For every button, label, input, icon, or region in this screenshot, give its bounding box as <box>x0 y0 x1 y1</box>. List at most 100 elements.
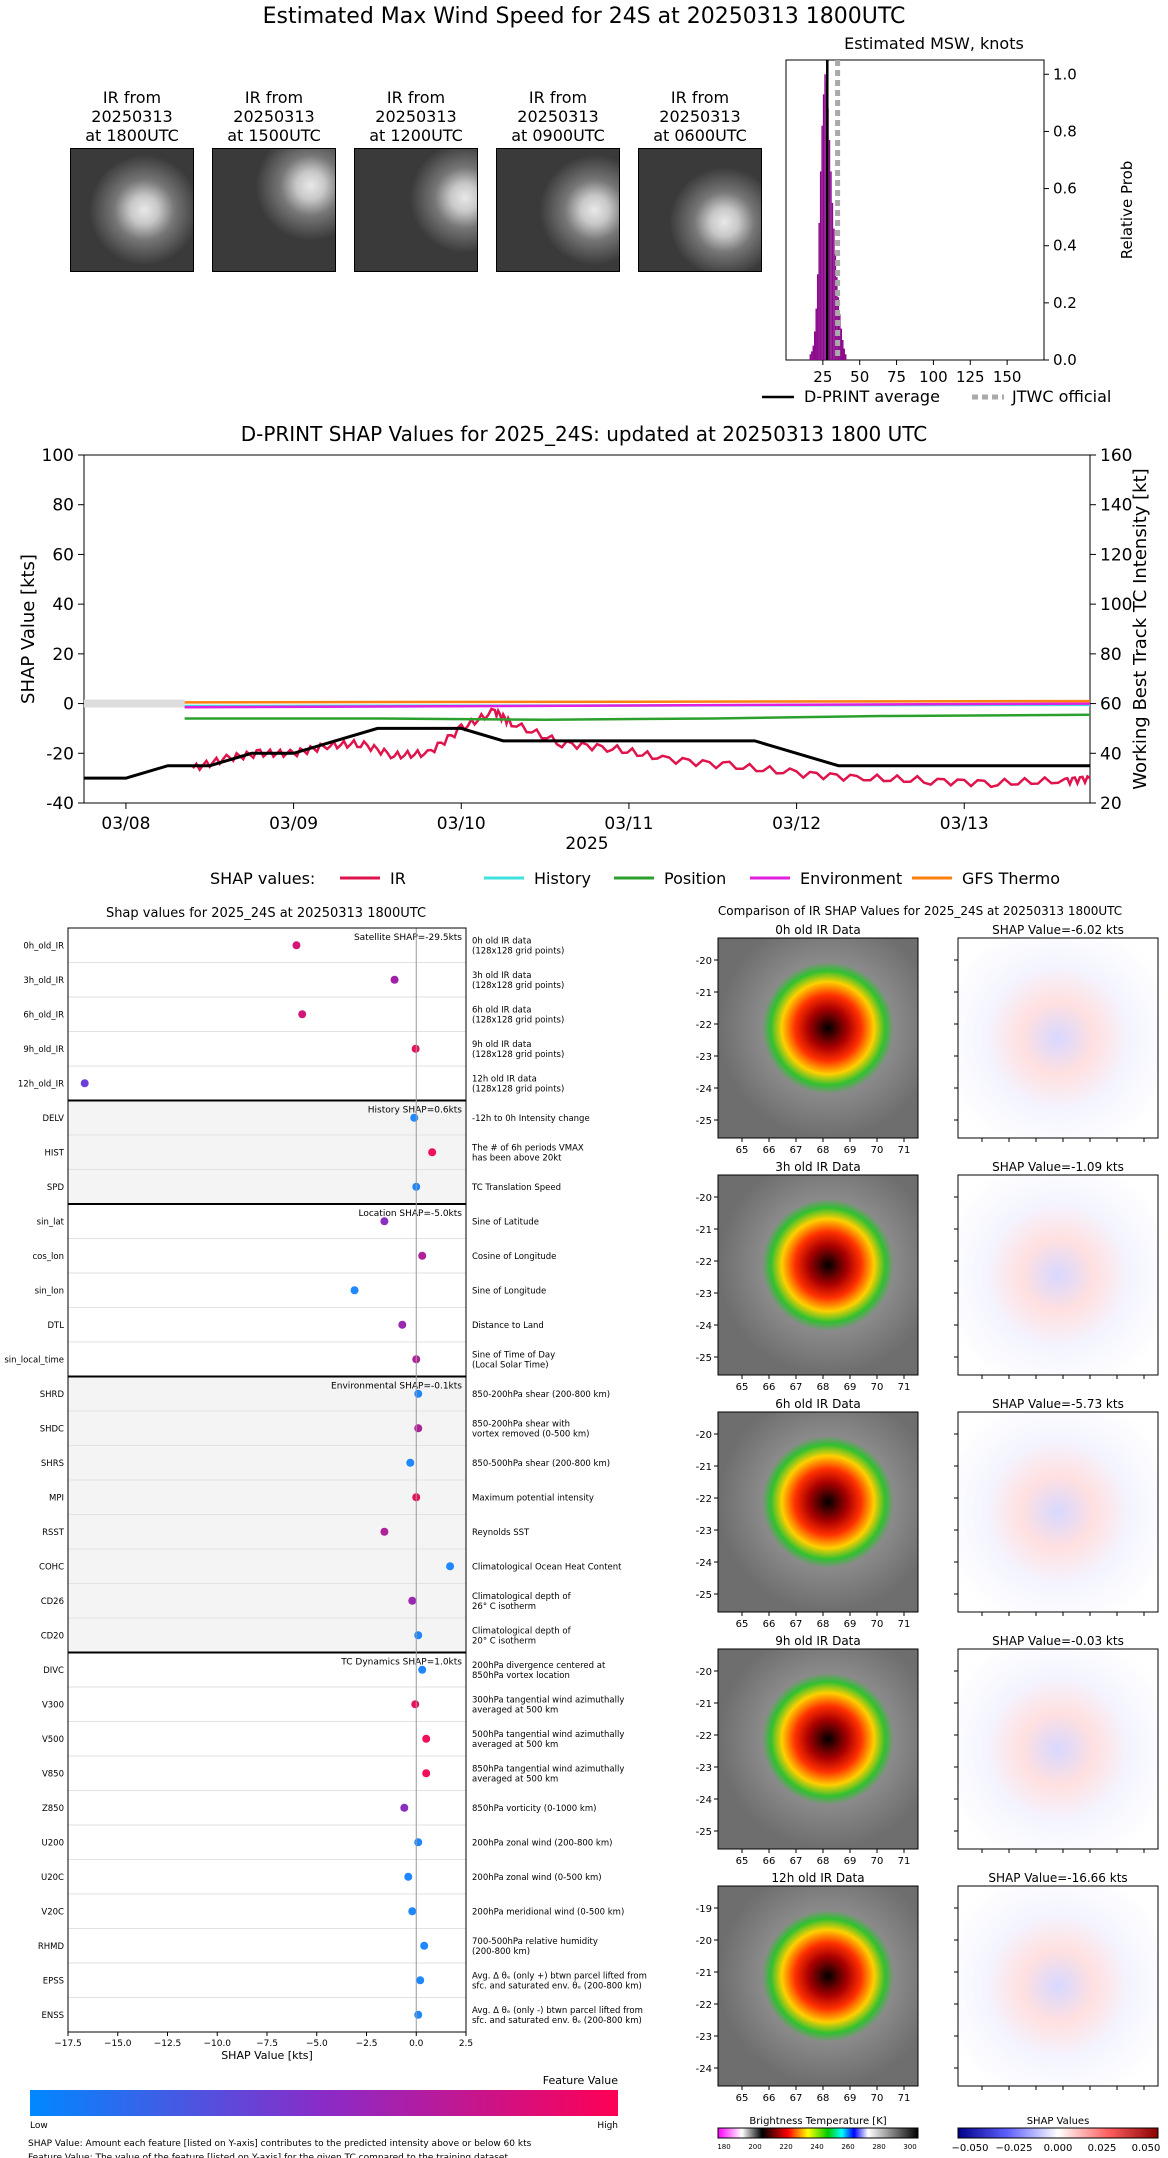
shap-feature-desc: 300hPa tangential wind azimuthally <box>472 1695 624 1705</box>
shap-feature-name: CD20 <box>41 1631 64 1641</box>
shap-feature-desc: Climatological depth of <box>472 1626 572 1636</box>
ir-y-tick-label: -22 <box>696 1494 712 1505</box>
ir-y-tick-label: -20 <box>696 1430 712 1441</box>
ir-panel-title: IR from 20250313 at 1200UTC <box>346 88 486 145</box>
shap-feature-desc: Sine of Longitude <box>472 1286 546 1296</box>
ir-y-tick-label: -19 <box>696 1904 712 1915</box>
shap-feature-name: RSST <box>42 1528 65 1538</box>
ts-x-tick-label: 03/10 <box>437 814 486 834</box>
shap-feature-desc: 850-200hPa shear with <box>472 1419 570 1429</box>
shap-row-title: SHAP Value=-6.02 kts <box>992 923 1124 937</box>
hist-bar <box>844 354 847 360</box>
ts-series-position <box>184 713 1091 721</box>
shap-map-image <box>957 937 1159 1139</box>
ir-x-tick-label: 67 <box>790 1619 803 1630</box>
shap-x-tick-label: −17.5 <box>54 2039 82 2049</box>
shap-group-label: History SHAP=0.6kts <box>368 1106 463 1116</box>
hist-bar <box>837 297 840 360</box>
ts-series-gfs-thermo <box>184 699 1091 704</box>
hist-ylabel: Relative Prob <box>1118 161 1136 260</box>
shap-feature-desc: TC Translation Speed <box>471 1183 561 1193</box>
ts-right-y-tick-label: 40 <box>1100 744 1122 764</box>
ir-x-tick-label: 68 <box>817 1145 830 1156</box>
shap-feature-desc: Reynolds SST <box>472 1528 530 1538</box>
ir-satellite-image <box>638 148 762 272</box>
ir-panel-title: IR from 20250313 at 0600UTC <box>630 88 770 145</box>
shap-feature-desc: Sine of Time of Day <box>472 1350 555 1360</box>
shap-feature-name: sin_local_time <box>4 1355 64 1365</box>
shap-feature-dot <box>80 1079 89 1088</box>
shap-time-title: D-PRINT SHAP Values for 2025_24S: update… <box>240 422 928 446</box>
ts-legend-label-tc-intensity: TC Intensity <box>567 893 663 895</box>
ir-x-tick-label: 70 <box>871 1145 884 1156</box>
ir-map-image <box>717 937 919 1139</box>
ir-y-tick-label: -22 <box>696 1020 712 1031</box>
shap-feature-name: EPSS <box>43 1976 64 1986</box>
shap-feature-dot <box>390 975 399 984</box>
shap-feature-desc: averaged at 500 km <box>472 1774 558 1784</box>
bt-tick-label: 220 <box>779 2143 792 2151</box>
legend-jtwc-label: JTWC official <box>1011 387 1111 406</box>
ts-right-y-tick-label: 160 <box>1100 446 1132 466</box>
ir-x-tick-label: 71 <box>898 2093 911 2104</box>
hist-y-tick-label: 0.2 <box>1053 294 1077 312</box>
shap-feature-dot <box>416 1976 425 1985</box>
shap-time-series-chart: -40 -20 0 20 40 60 80 100 20 40 60 80 100 120 140 160 03… <box>18 446 1151 895</box>
shap-feature-name: 6h_old_IR <box>23 1010 64 1020</box>
ir-y-tick-label: -22 <box>696 1731 712 1742</box>
ir-panel-title-line: 20250313 <box>659 107 741 126</box>
ir-row-title: 12h old IR Data <box>771 1871 864 1885</box>
ts-legend-label-environment: Environment <box>800 869 902 888</box>
hist-bar <box>840 328 843 360</box>
ir-satellite-image <box>70 148 194 272</box>
shap-feature-desc: (Local Solar Time) <box>472 1360 549 1370</box>
shap-feature-desc: 26° C isotherm <box>472 1602 536 1612</box>
shap-feature-desc: 0h old IR data <box>472 936 531 946</box>
ir-x-tick-label: 65 <box>736 1145 749 1156</box>
shap-x-tick-label: −15.0 <box>104 2039 132 2049</box>
shap-feature-dot <box>414 1838 423 1847</box>
shap-x-tick-label: −7.5 <box>256 2039 278 2049</box>
shap-feature-dot <box>418 1665 427 1674</box>
shap-feature-name: ENSS <box>41 2011 64 2021</box>
ts-y-tick-label: 100 <box>42 446 74 466</box>
hist-bar <box>815 308 817 360</box>
ir-x-tick-label: 65 <box>736 2093 749 2104</box>
ir-x-tick-label: 71 <box>898 1145 911 1156</box>
hist-y-tick-label: 0.4 <box>1053 237 1077 255</box>
ir-panel-title-line: at 1800UTC <box>85 126 179 145</box>
shap-feature-name: SHRD <box>40 1390 65 1400</box>
hist-y-tick-label: 0.8 <box>1053 122 1077 140</box>
hist-x-tick-label: 150 <box>993 368 1022 386</box>
shap-map-image <box>957 1411 1159 1613</box>
sv-tick-label: −0.050 <box>951 2143 988 2154</box>
ir-y-tick-label: -25 <box>696 1116 712 1127</box>
shap-group-label: Location SHAP=-5.0kts <box>358 1209 462 1219</box>
shap-feature-dot <box>404 1872 413 1881</box>
shap-feature-desc: 850hPa vorticity (0-1000 km) <box>472 1804 596 1814</box>
colorbar-label: Feature Value <box>543 2074 619 2087</box>
bt-colorbar <box>717 2127 919 2139</box>
shap-map-image <box>957 1174 1159 1376</box>
hist-bar <box>824 74 826 361</box>
ir-comparison-grid: 0h old IR Data SHAP Value=-6.02 kts -20 -21… <box>696 923 1161 2154</box>
ir-x-tick-label: 65 <box>736 1382 749 1393</box>
ir-x-tick-label: 67 <box>790 1856 803 1867</box>
ts-x-tick-label: 03/12 <box>772 814 821 834</box>
hist-bar <box>814 331 816 360</box>
ir-row-title: 0h old IR Data <box>775 923 861 937</box>
shap-feature-name: V850 <box>42 1769 64 1779</box>
hist-bar <box>818 222 820 360</box>
hist-bar <box>828 140 831 360</box>
shap-feature-dot <box>414 1424 423 1433</box>
ir-x-tick-label: 67 <box>790 1145 803 1156</box>
ts-right-y-tick-label: 20 <box>1100 794 1122 814</box>
shap-feature-desc: 200hPa divergence centered at <box>472 1661 606 1671</box>
ts-legend-label-gfs-thermo: GFS Thermo <box>962 869 1060 888</box>
feature-value-colorbar <box>30 2090 618 2116</box>
shap-feature-name: DTL <box>48 1321 65 1331</box>
shap-feature-desc: 3h old IR data <box>472 971 531 981</box>
shap-feature-desc: vortex removed (0-500 km) <box>472 1429 589 1439</box>
ts-y-tick-label: -20 <box>46 744 74 764</box>
shap-group-label: Satellite SHAP=-29.5kts <box>354 933 462 943</box>
